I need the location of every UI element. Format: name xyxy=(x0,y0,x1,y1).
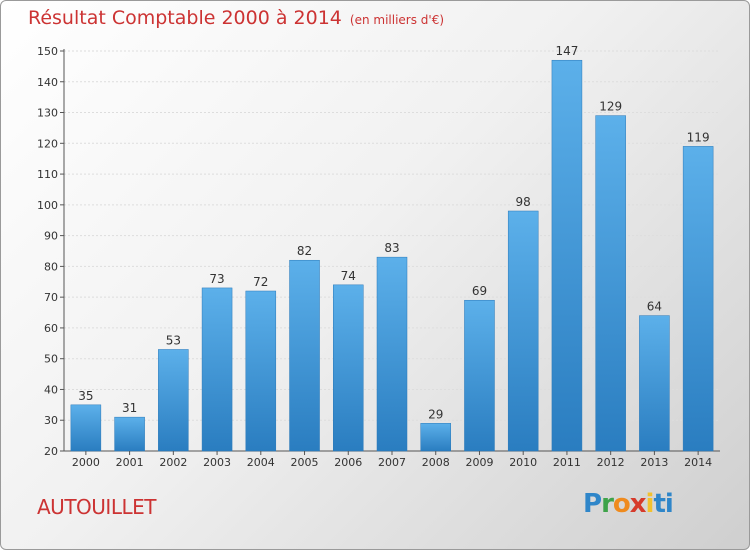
logo-letter: ti xyxy=(653,489,673,519)
bar xyxy=(420,423,451,452)
data-label: 98 xyxy=(516,195,531,209)
data-label: 53 xyxy=(166,333,181,347)
x-tick-label: 2014 xyxy=(684,456,712,469)
bar xyxy=(245,290,277,452)
bars xyxy=(70,59,714,452)
bar xyxy=(551,59,583,452)
y-tick-label: 130 xyxy=(37,107,58,120)
y-tick-label: 90 xyxy=(44,230,58,243)
x-tick-label: 2004 xyxy=(247,456,275,469)
logo-letter: x xyxy=(629,489,647,519)
y-tick-label: 150 xyxy=(37,45,58,58)
y-tick-label: 50 xyxy=(44,353,58,366)
chart-title: Résultat Comptable 2000 à 2014 (en millie… xyxy=(28,7,444,29)
y-tick-label: 100 xyxy=(37,199,58,212)
data-label: 83 xyxy=(384,241,399,255)
data-label: 69 xyxy=(472,284,487,298)
bar xyxy=(333,284,364,452)
bar xyxy=(639,315,670,452)
x-tick-labels: 2000 2001 2002 2003 2004 2005 2006 2007 2008 2009… xyxy=(72,451,712,469)
data-label: 119 xyxy=(687,130,710,144)
bar xyxy=(595,115,626,452)
bar xyxy=(70,404,102,452)
chart-title-text: Résultat Comptable 2000 à 2014 xyxy=(28,7,342,29)
x-tick-label: 2001 xyxy=(116,456,144,469)
bar xyxy=(201,287,233,452)
x-tick-label: 2008 xyxy=(422,456,450,469)
data-label: 72 xyxy=(253,275,268,289)
y-tick-label: 120 xyxy=(37,137,58,150)
bar xyxy=(464,299,495,452)
x-tick-label: 2012 xyxy=(597,456,625,469)
y-tick-label: 140 xyxy=(37,76,58,89)
data-label: 35 xyxy=(78,389,93,403)
y-tick-label: 40 xyxy=(44,383,58,396)
logo-letter: r xyxy=(601,489,614,519)
logo-letter: o xyxy=(612,489,631,519)
y-tick-labels: 20 30 40 50 60 70 80 90 100 110 120 130 140 150 xyxy=(37,45,58,458)
data-label: 29 xyxy=(428,407,443,421)
bar xyxy=(289,259,320,452)
bar xyxy=(682,146,714,452)
data-label: 82 xyxy=(297,244,312,258)
data-labels: 35 31 53 73 72 82 74 83 29 69 98 147 129 64 119 xyxy=(78,44,709,421)
data-label: 129 xyxy=(599,100,622,114)
x-tick-label: 2006 xyxy=(334,456,362,469)
x-tick-label: 2010 xyxy=(509,456,537,469)
bar xyxy=(507,210,539,452)
bar xyxy=(158,349,189,452)
y-tick-label: 80 xyxy=(44,260,58,273)
x-tick-label: 2002 xyxy=(159,456,187,469)
x-tick-label: 2009 xyxy=(465,456,493,469)
data-label: 73 xyxy=(209,272,224,286)
data-label: 31 xyxy=(122,401,137,415)
bar xyxy=(114,416,145,452)
y-tick-label: 30 xyxy=(44,414,58,427)
bar xyxy=(376,256,408,452)
x-tick-label: 2000 xyxy=(72,456,100,469)
x-tick-label: 2007 xyxy=(378,456,406,469)
city-name: AUTOUILLET xyxy=(37,495,156,519)
y-tick-label: 20 xyxy=(44,445,58,458)
data-label: 147 xyxy=(555,44,578,58)
logo-letter: i xyxy=(645,489,655,519)
y-tick-label: 60 xyxy=(44,322,58,335)
x-tick-label: 2003 xyxy=(203,456,231,469)
y-tick-label: 110 xyxy=(37,168,58,181)
logo-letter: P xyxy=(583,489,602,519)
proxiti-logo[interactable]: Proxiti xyxy=(583,489,674,519)
chart-unit: (en milliers d'€) xyxy=(349,13,445,27)
y-tick-label: 70 xyxy=(44,291,58,304)
data-label: 64 xyxy=(647,300,662,314)
data-label: 74 xyxy=(341,269,356,283)
x-tick-label: 2013 xyxy=(640,456,668,469)
x-tick-label: 2011 xyxy=(553,456,581,469)
x-tick-label: 2005 xyxy=(291,456,319,469)
